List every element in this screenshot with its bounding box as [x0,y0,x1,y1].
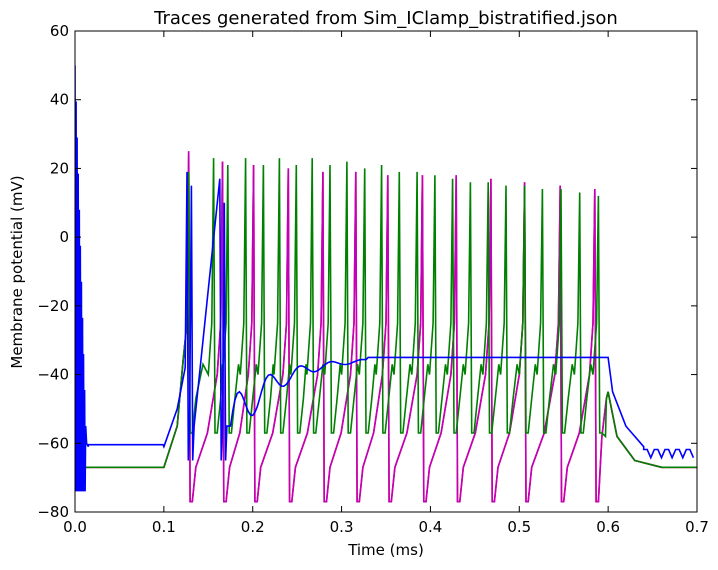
y-tick-label: −60 [37,434,69,452]
y-tick-label: −20 [37,297,69,315]
plot-frame [74,30,698,513]
y-tick-label: −80 [37,503,69,521]
series-line [75,158,697,469]
y-tick-label: −40 [37,366,69,384]
series-line [75,65,695,492]
y-axis-label: Membrane potential (mV) [8,175,26,368]
x-axis-label: Time (ms) [347,541,424,559]
x-tick-label: 0.3 [330,518,354,536]
y-axis: −80 −60 −40 −20 0 20 40 60 [37,22,697,521]
x-tick-label: 0.2 [241,518,265,536]
chart-title: Traces generated from Sim_IClamp_bistrat… [153,8,618,29]
x-tick-label: 0.1 [152,518,176,536]
y-tick-label: 20 [50,159,69,177]
y-tick-label: 60 [50,22,69,40]
x-tick-label: 0.5 [507,518,531,536]
x-tick-label: 0.6 [596,518,620,536]
plot-area [75,65,697,503]
series-line [75,151,697,503]
x-axis: 0.0 0.1 0.2 0.3 0.4 0.5 0.6 0.7 [63,31,709,536]
x-tick-label: 0.7 [685,518,709,536]
x-tick-label: 0.4 [418,518,442,536]
x-tick-label: 0.0 [63,518,87,536]
y-tick-label: 0 [59,228,69,246]
y-tick-label: 40 [50,91,69,109]
